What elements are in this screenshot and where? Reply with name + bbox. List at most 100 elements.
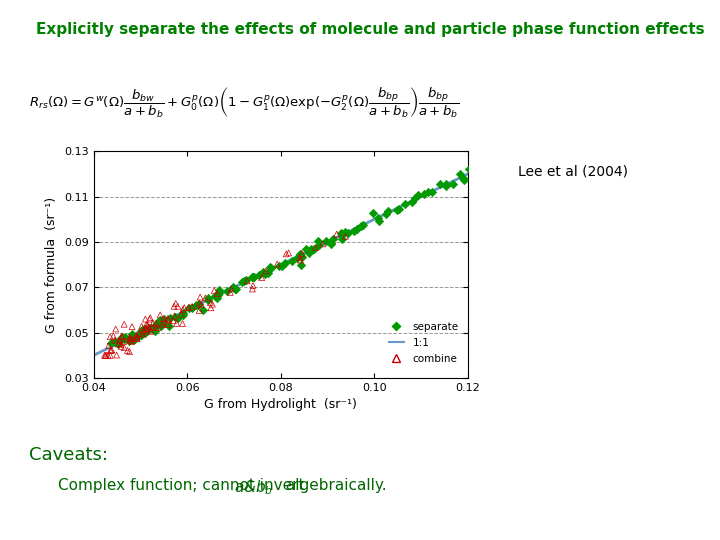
Point — [204, 298, 216, 307]
Point — [248, 273, 260, 281]
Point — [392, 206, 403, 214]
Point — [154, 310, 166, 319]
Point — [194, 299, 205, 307]
Point — [138, 328, 149, 336]
Point — [262, 268, 274, 277]
Point — [183, 303, 194, 312]
Point — [253, 271, 264, 280]
Point — [135, 331, 146, 340]
Point — [325, 240, 336, 249]
Point — [265, 264, 276, 273]
Point — [158, 318, 170, 327]
Point — [197, 306, 209, 315]
Point — [104, 351, 116, 360]
Point — [99, 351, 111, 360]
Point — [131, 332, 143, 341]
Point — [279, 259, 291, 268]
Point — [382, 207, 394, 215]
Point — [331, 230, 343, 238]
Point — [102, 351, 114, 360]
Point — [418, 190, 429, 199]
Point — [107, 332, 119, 340]
Point — [177, 305, 189, 314]
Point — [156, 319, 167, 327]
Point — [117, 333, 128, 341]
Point — [120, 332, 131, 341]
Point — [281, 249, 292, 258]
Point — [156, 320, 168, 329]
Point — [127, 335, 139, 344]
Point — [154, 321, 166, 330]
Point — [225, 288, 236, 296]
Point — [303, 249, 315, 258]
Point — [336, 235, 348, 244]
Point — [213, 288, 225, 297]
Point — [273, 262, 284, 271]
Point — [292, 254, 303, 262]
Legend: separate, 1:1, combine: separate, 1:1, combine — [384, 317, 463, 368]
Text: $R_{rs}(\Omega) = G^w(\Omega)\dfrac{b_{bw}}{a+b_b} + G_0^p(\Omega)\left(1 - G_1^: $R_{rs}(\Omega) = G^w(\Omega)\dfrac{b_{b… — [29, 85, 459, 120]
X-axis label: G from Hydrolight  (sr⁻¹): G from Hydrolight (sr⁻¹) — [204, 399, 357, 411]
Point — [294, 256, 306, 265]
Point — [248, 273, 259, 281]
Point — [162, 320, 174, 329]
Point — [325, 239, 337, 247]
Point — [305, 245, 317, 253]
Point — [399, 200, 410, 208]
Point — [119, 343, 130, 352]
Point — [142, 321, 153, 329]
Point — [264, 262, 276, 271]
Point — [372, 214, 384, 222]
Point — [117, 333, 129, 342]
Point — [434, 179, 446, 188]
Point — [207, 300, 218, 308]
Point — [118, 320, 130, 329]
Point — [172, 313, 184, 322]
Point — [177, 308, 189, 317]
Point — [116, 342, 127, 350]
Point — [406, 198, 418, 206]
Point — [144, 315, 156, 323]
Point — [296, 251, 307, 260]
Point — [300, 245, 312, 254]
Point — [124, 335, 135, 343]
Point — [214, 286, 225, 294]
Point — [109, 336, 120, 345]
Point — [164, 314, 176, 323]
Point — [106, 346, 117, 354]
Point — [236, 278, 248, 287]
Point — [101, 351, 112, 360]
Point — [145, 327, 156, 336]
Point — [148, 322, 159, 331]
Point — [136, 326, 148, 334]
Point — [112, 338, 124, 346]
Point — [423, 188, 434, 197]
Point — [140, 324, 151, 333]
Point — [259, 270, 271, 279]
Point — [355, 222, 366, 231]
Point — [104, 346, 116, 355]
Point — [124, 333, 135, 341]
Point — [130, 330, 142, 339]
Point — [229, 285, 240, 293]
Point — [140, 329, 151, 338]
Point — [148, 323, 160, 332]
Point — [116, 332, 127, 340]
Text: Complex function; cannot invert: Complex function; cannot invert — [58, 478, 309, 493]
Point — [170, 299, 181, 308]
Point — [190, 300, 202, 309]
Point — [358, 220, 369, 229]
Point — [310, 244, 321, 252]
Point — [143, 323, 155, 332]
Point — [271, 260, 283, 268]
Point — [336, 231, 347, 239]
Point — [247, 285, 258, 293]
Point — [169, 313, 181, 321]
Point — [482, 160, 494, 169]
Point — [348, 227, 359, 235]
Point — [441, 179, 452, 188]
Point — [179, 303, 190, 312]
Point — [340, 232, 351, 240]
Point — [193, 301, 204, 309]
Point — [212, 291, 224, 300]
